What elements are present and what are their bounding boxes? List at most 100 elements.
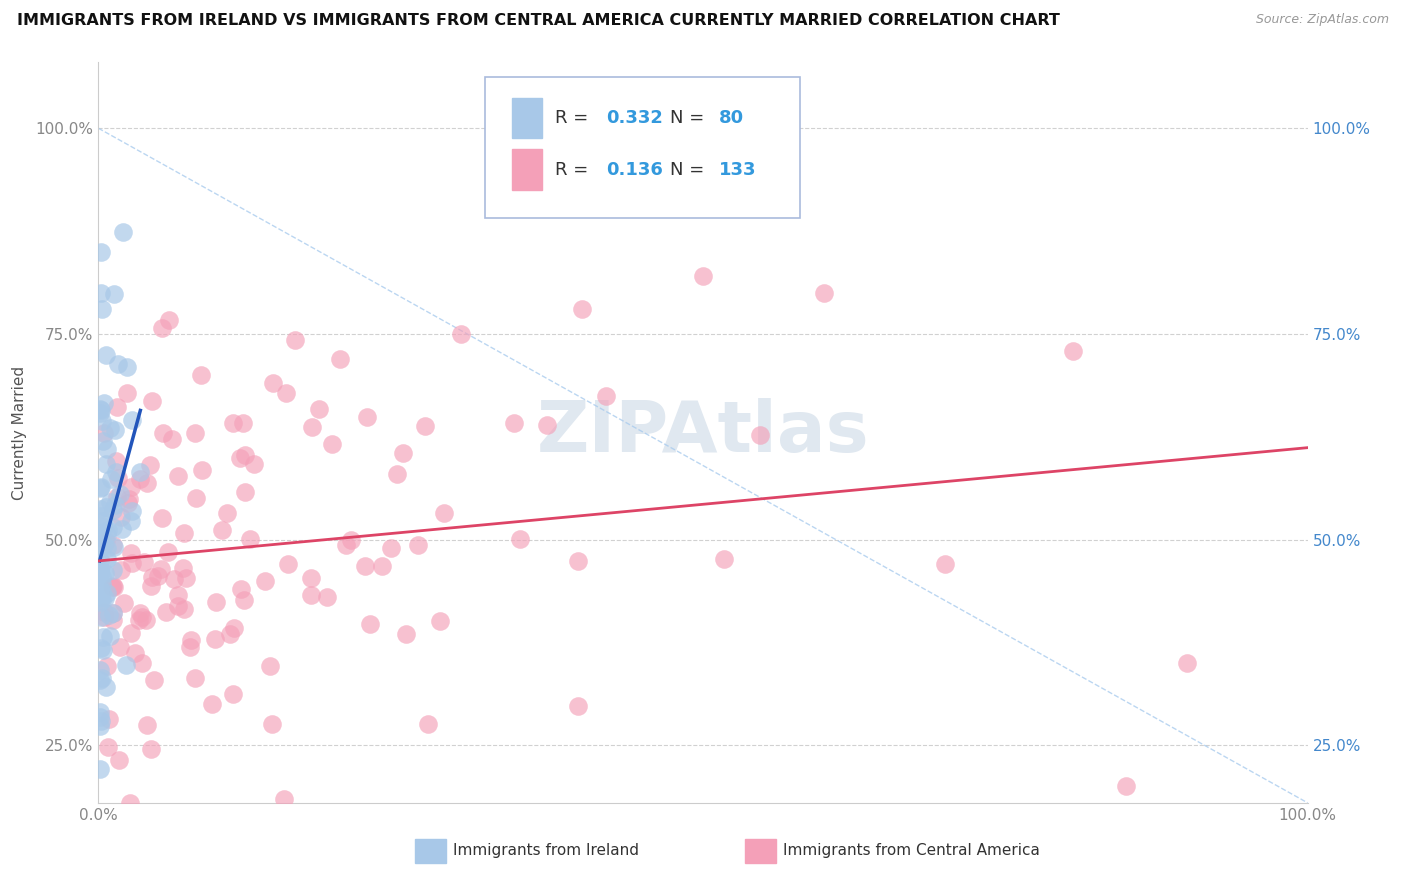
Point: [308, 401, 330, 416]
Point: [118, 492, 141, 507]
Point: [749, 428, 772, 442]
Point: [385, 467, 408, 482]
Point: [89, 402, 111, 417]
Point: [190, 462, 212, 476]
Point: [571, 302, 593, 317]
Point: [89, 566, 111, 581]
Point: [180, 633, 202, 648]
Point: [101, 538, 124, 552]
Point: [90, 414, 112, 428]
Point: [692, 269, 714, 284]
Point: [90, 244, 112, 259]
Point: [536, 417, 558, 432]
Point: [100, 580, 122, 594]
Point: [259, 659, 281, 673]
Point: [219, 627, 242, 641]
Point: [131, 609, 153, 624]
Point: [97, 523, 120, 537]
Point: [91, 642, 114, 657]
Point: [284, 333, 307, 347]
Point: [94, 500, 117, 514]
Point: [329, 351, 352, 366]
Point: [104, 465, 127, 479]
Point: [394, 626, 416, 640]
Text: R =: R =: [555, 161, 595, 178]
Point: [150, 321, 173, 335]
Point: [115, 360, 138, 375]
Point: [141, 742, 163, 756]
Point: [121, 413, 143, 427]
Point: [152, 426, 174, 441]
Text: N =: N =: [671, 161, 710, 178]
Text: Source: ZipAtlas.com: Source: ZipAtlas.com: [1256, 13, 1389, 27]
Point: [101, 503, 124, 517]
Point: [94, 348, 117, 362]
Point: [89, 542, 111, 557]
Point: [141, 393, 163, 408]
Point: [157, 313, 180, 327]
Text: 133: 133: [718, 161, 756, 178]
Point: [101, 606, 124, 620]
Text: 80: 80: [718, 109, 744, 127]
Point: [90, 818, 112, 832]
Point: [359, 617, 381, 632]
Point: [173, 602, 195, 616]
Point: [184, 426, 207, 441]
Point: [120, 796, 142, 810]
Point: [105, 454, 128, 468]
Point: [105, 400, 128, 414]
Point: [160, 432, 183, 446]
Point: [392, 446, 415, 460]
Point: [91, 302, 114, 317]
Point: [433, 506, 456, 520]
Point: [89, 762, 111, 776]
Point: [103, 580, 125, 594]
Point: [89, 595, 111, 609]
Point: [94, 457, 117, 471]
Point: [166, 588, 188, 602]
Point: [184, 491, 207, 505]
Point: [190, 368, 212, 382]
Point: [96, 528, 118, 542]
Point: [321, 437, 343, 451]
Point: [90, 610, 112, 624]
Point: [101, 613, 124, 627]
Point: [243, 457, 266, 471]
FancyBboxPatch shape: [485, 78, 800, 218]
Text: 0.136: 0.136: [606, 161, 664, 178]
Point: [239, 532, 262, 546]
Point: [89, 526, 111, 541]
Point: [105, 491, 128, 505]
Point: [90, 576, 112, 591]
Point: [813, 285, 835, 300]
Point: [335, 538, 357, 552]
Point: [97, 739, 120, 754]
Point: [301, 419, 323, 434]
Point: [129, 606, 152, 620]
Point: [89, 706, 111, 720]
Point: [89, 582, 111, 596]
Point: [114, 657, 136, 672]
Point: [260, 717, 283, 731]
Point: [163, 572, 186, 586]
Point: [340, 533, 363, 548]
Point: [179, 640, 201, 655]
FancyBboxPatch shape: [512, 150, 543, 190]
Point: [152, 510, 174, 524]
Point: [215, 506, 238, 520]
Point: [139, 458, 162, 472]
Point: [211, 524, 233, 538]
Point: [96, 533, 118, 548]
Point: [233, 449, 256, 463]
Y-axis label: Currently Married: Currently Married: [13, 366, 27, 500]
Point: [167, 468, 190, 483]
Point: [131, 656, 153, 670]
Point: [90, 480, 112, 494]
Point: [120, 546, 142, 560]
Point: [174, 570, 197, 584]
Point: [413, 418, 436, 433]
Point: [90, 584, 112, 599]
Text: N =: N =: [671, 109, 710, 127]
Point: [299, 571, 322, 585]
Point: [120, 515, 142, 529]
